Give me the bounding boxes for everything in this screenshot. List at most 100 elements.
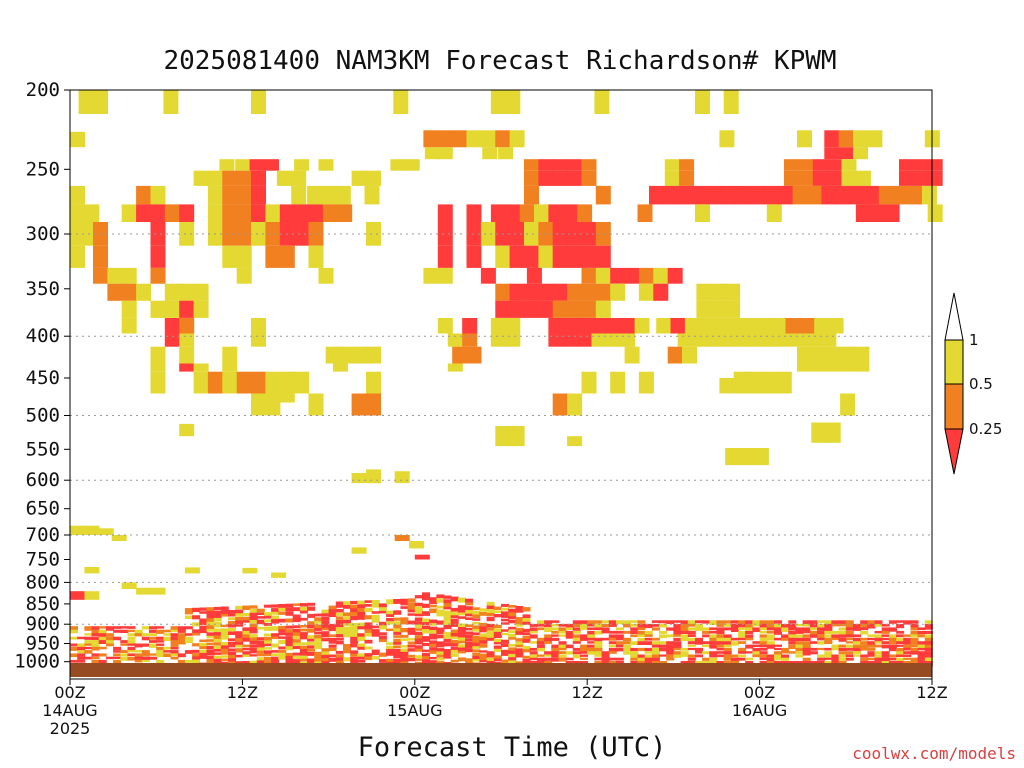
boundary-layer-cell	[256, 647, 265, 652]
boundary-layer-cell	[924, 661, 933, 665]
boundary-layer-cell	[378, 632, 387, 636]
boundary-layer-cell	[774, 654, 782, 659]
boundary-layer-cell	[630, 641, 639, 645]
richardson-cell	[811, 422, 827, 443]
boundary-layer-cell	[644, 661, 653, 664]
boundary-layer-cell	[544, 623, 553, 628]
boundary-layer-cell	[105, 640, 114, 645]
richardson-cell	[321, 185, 337, 205]
boundary-layer-cell	[206, 635, 215, 639]
boundary-layer-cell	[867, 637, 876, 641]
boundary-layer-cell	[422, 656, 430, 660]
boundary-layer-cell	[580, 651, 588, 654]
boundary-layer-cell	[687, 630, 696, 635]
boundary-layer-cell	[608, 630, 617, 634]
chart-title: 2025081400 NAM3KM Forecast Richardson# K…	[163, 46, 837, 76]
richardson-cell	[692, 333, 708, 347]
boundary-layer-cell	[587, 627, 596, 630]
boundary-layer-cell	[838, 634, 847, 638]
richardson-cell	[695, 90, 710, 114]
y-tick-label: 250	[26, 158, 60, 180]
boundary-layer-cell	[113, 629, 122, 633]
boundary-layer-cell	[845, 634, 854, 638]
richardson-cell	[812, 159, 828, 171]
boundary-layer-cell	[443, 655, 452, 659]
richardson-cell	[482, 147, 498, 160]
richardson-cell	[193, 371, 209, 394]
boundary-layer-cell	[364, 629, 373, 634]
boundary-layer-cell	[558, 654, 567, 658]
boundary-layer-cell	[98, 640, 107, 644]
boundary-layer-cell	[285, 632, 294, 636]
boundary-layer-cell	[163, 646, 172, 650]
boundary-layer-cell	[651, 661, 660, 665]
richardson-cell	[854, 363, 870, 372]
richardson-cell	[825, 363, 841, 372]
boundary-layer-cell	[702, 627, 711, 631]
legend-bin-yellow	[944, 339, 964, 385]
boundary-layer-cell	[594, 644, 603, 649]
y-tick-label: 550	[26, 438, 60, 460]
richardson-cell	[762, 371, 778, 394]
boundary-layer-cell	[501, 622, 509, 625]
richardson-cell	[824, 130, 840, 148]
boundary-layer-cell	[924, 654, 933, 658]
colorbar-legend: 10.50.25	[944, 292, 1002, 475]
boundary-layer-cell	[422, 618, 430, 623]
boundary-layer-cell	[228, 648, 236, 652]
richardson-cell	[462, 318, 478, 334]
boundary-layer-cell	[393, 642, 402, 645]
richardson-cell	[235, 159, 251, 171]
boundary-layer-cell	[845, 637, 854, 641]
boundary-layer-cell	[443, 642, 452, 647]
boundary-layer-cell	[673, 634, 682, 637]
y-tick-label: 700	[26, 524, 60, 546]
boundary-layer-cell	[127, 626, 136, 629]
boundary-layer-cell	[357, 600, 366, 606]
boundary-layer-cell	[220, 628, 229, 633]
boundary-layer-cell	[422, 603, 430, 608]
boundary-layer-cell	[888, 637, 897, 642]
boundary-layer-cell	[644, 647, 653, 652]
boundary-layer-cell	[256, 653, 265, 657]
boundary-layer-cell	[644, 654, 653, 659]
boundary-layer-cell	[357, 646, 366, 650]
richardson-cell	[927, 170, 943, 186]
boundary-layer-cell	[429, 633, 438, 638]
boundary-layer-cell	[177, 636, 186, 642]
boundary-layer-cell	[292, 635, 301, 639]
richardson-cell	[409, 541, 425, 549]
boundary-layer-cell	[357, 608, 366, 613]
boundary-layer-cell	[328, 627, 337, 632]
richardson-cell	[749, 185, 765, 205]
boundary-layer-cell	[716, 641, 725, 645]
boundary-layer-cell	[457, 650, 466, 654]
boundary-layer-cell	[536, 647, 545, 652]
richardson-cell	[404, 159, 420, 171]
boundary-layer-cell	[522, 639, 531, 643]
boundary-layer-cell	[443, 614, 452, 619]
boundary-layer-cell	[141, 650, 150, 655]
richardson-cell	[279, 371, 295, 394]
boundary-layer-cell	[170, 656, 179, 660]
boundary-layer-cell	[314, 631, 323, 635]
richardson-cell	[748, 371, 764, 394]
richardson-cell	[291, 185, 307, 205]
boundary-layer-cell	[745, 657, 754, 661]
boundary-layer-cell	[436, 631, 445, 635]
boundary-layer-cell	[450, 646, 459, 651]
boundary-layer-cell	[536, 627, 545, 631]
boundary-layer-cell	[335, 616, 344, 620]
richardson-cell	[207, 185, 223, 205]
boundary-layer-cell	[170, 629, 179, 633]
boundary-layer-cell	[608, 641, 617, 645]
boundary-layer-cell	[853, 627, 861, 631]
boundary-layer-cell	[572, 620, 581, 625]
boundary-layer-cell	[343, 633, 351, 638]
boundary-layer-cell	[113, 646, 122, 650]
boundary-layer-cell	[328, 623, 337, 629]
richardson-cell	[93, 245, 108, 268]
y-tick-label: 300	[26, 223, 60, 245]
boundary-layer-cell	[615, 630, 624, 634]
boundary-layer-cell	[508, 647, 517, 652]
